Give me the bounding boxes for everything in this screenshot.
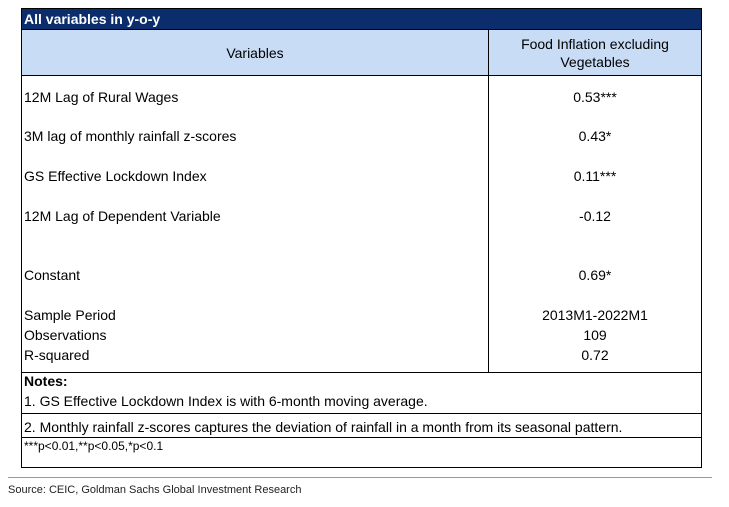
row-value: 0.43* xyxy=(578,128,612,144)
row-value: -0.12 xyxy=(579,208,611,224)
row-value: 0.11*** xyxy=(573,168,617,184)
row-label: 3M lag of monthly rainfall z-scores xyxy=(24,128,237,144)
note-item: 1. GS Effective Lockdown Index is with 6… xyxy=(24,393,428,409)
notes-section: Notes: 1. GS Effective Lockdown Index is… xyxy=(22,373,701,454)
table-row: 12M Lag of Rural Wages 0.53*** xyxy=(22,87,701,107)
table-row: 12M Lag of Dependent Variable -0.12 xyxy=(22,206,701,226)
row-value: 0.72 xyxy=(581,347,609,363)
row-value: 109 xyxy=(583,327,607,343)
row-value: 0.69* xyxy=(578,267,612,283)
table-row: R-squared 0.72 xyxy=(22,345,701,365)
note-divider xyxy=(22,413,701,414)
row-label: Constant xyxy=(24,267,81,283)
source-divider xyxy=(8,477,712,478)
significance-legend: ***p<0.01,**p<0.05,*p<0.1 xyxy=(24,439,164,453)
column-divider xyxy=(488,29,489,372)
table-title: All variables in y-o-y xyxy=(22,9,701,29)
row-label: Sample Period xyxy=(24,307,116,323)
table-row: GS Effective Lockdown Index 0.11*** xyxy=(22,166,701,186)
notes-heading: Notes: xyxy=(24,373,68,389)
notes-divider xyxy=(22,372,701,373)
header-dependent-variable: Food Inflation excluding Vegetables xyxy=(521,35,669,70)
table-row: Constant 0.69* xyxy=(22,265,701,285)
note-divider xyxy=(22,437,701,438)
row-value: 2013M1-2022M1 xyxy=(542,307,648,323)
row-value: 0.53*** xyxy=(573,89,617,105)
header-variables: Variables xyxy=(226,44,284,61)
regression-table: All variables in y-o-y Variables Food In… xyxy=(21,8,702,468)
table-header: Variables Food Inflation excluding Veget… xyxy=(22,29,701,76)
note-item: 2. Monthly rainfall z-scores captures th… xyxy=(24,419,623,435)
row-label: 12M Lag of Rural Wages xyxy=(24,89,179,105)
table-row: Observations 109 xyxy=(22,325,701,345)
table-row: 3M lag of monthly rainfall z-scores 0.43… xyxy=(22,126,701,146)
row-label: 12M Lag of Dependent Variable xyxy=(24,208,221,224)
source-caption: Source: CEIC, Goldman Sachs Global Inves… xyxy=(8,484,302,496)
table-row: Sample Period 2013M1-2022M1 xyxy=(22,305,701,325)
row-label: Observations xyxy=(24,327,107,343)
row-label: R-squared xyxy=(24,347,90,363)
row-label: GS Effective Lockdown Index xyxy=(24,168,207,184)
